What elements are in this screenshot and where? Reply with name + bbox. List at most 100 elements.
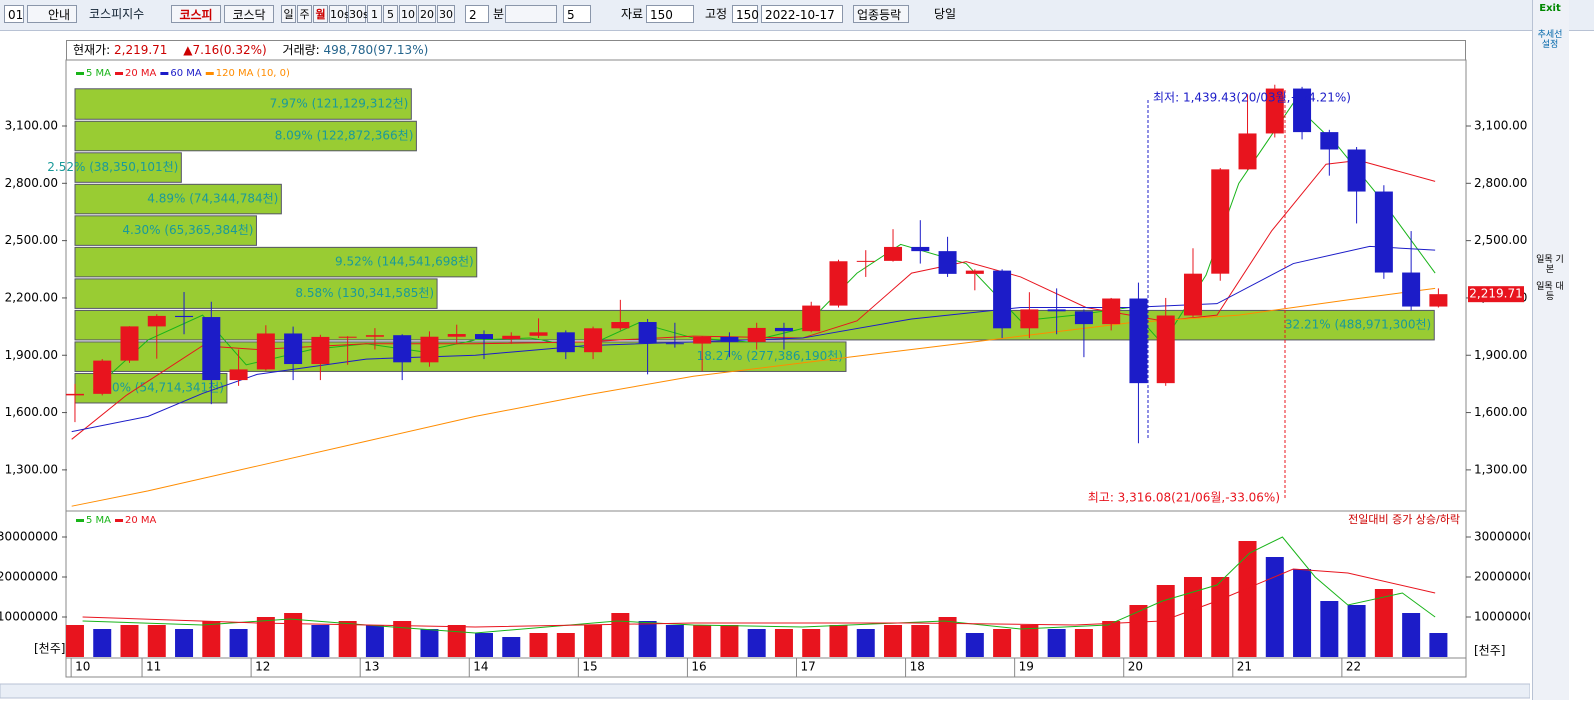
period-button[interactable]: 일	[281, 5, 296, 23]
period-button[interactable]: 5	[383, 5, 398, 23]
volume-bar	[856, 629, 875, 657]
volume-note: 전일대비 증가 상승/하락	[1348, 512, 1460, 526]
legend-swatch	[76, 519, 84, 522]
candle-body	[774, 327, 793, 332]
volume-bar	[1047, 629, 1066, 657]
candle-body	[1102, 298, 1121, 325]
y-tick-label: 30000000	[0, 530, 58, 544]
quote-header: 현재가: 2,219.71 ▲7.16(0.32%) 거래량: 498,780(…	[66, 40, 1466, 60]
market-tab[interactable]: 코스닥	[224, 5, 274, 23]
volume-profile-label: 8.58% (130,341,585천)	[295, 285, 434, 300]
x-tick-label: 11	[146, 660, 161, 674]
volume-profile-bar	[74, 88, 412, 120]
volume-bar	[884, 625, 903, 657]
volume-bar	[993, 629, 1012, 657]
x-tick-label: 16	[691, 660, 706, 674]
volume-bar	[393, 621, 412, 657]
volume-bar	[1238, 541, 1257, 657]
legend-label: 5 MA	[86, 515, 111, 526]
y-tick-label: 20000000	[0, 570, 58, 584]
fixed-label: 고정	[705, 7, 728, 21]
last-price-badge	[1468, 286, 1524, 303]
y-tick-label: 10000000	[0, 610, 58, 624]
volume-bar	[311, 625, 330, 657]
volume-bar	[1156, 585, 1175, 657]
volume-profile-label: 9.52% (144,541,698천)	[335, 254, 474, 269]
market-tab[interactable]: 코스피	[171, 5, 221, 23]
y-tick-label: 30000000	[1474, 530, 1530, 544]
period-button[interactable]: 주	[297, 5, 312, 23]
count-field[interactable]: 5	[563, 5, 591, 23]
x-tick-label: 19	[1019, 660, 1034, 674]
volume-bar	[420, 629, 439, 657]
y-tick-label: 10000000	[1474, 610, 1530, 624]
sector-button[interactable]: 업종등락	[853, 5, 909, 23]
unit-label: [천주]	[1474, 643, 1505, 658]
candle-body	[1074, 311, 1093, 325]
volume-bar	[229, 629, 248, 657]
toolbar: 01 안내 코스피지수 코스피 코스닥 일 주 월 10s 30s 1 5 10 20 30 2 …	[0, 0, 1594, 31]
period-button[interactable]: 10	[399, 5, 417, 23]
volume: 498,780(97.13%)	[323, 43, 429, 57]
candle-body	[884, 246, 903, 261]
volume-profile-label: 32.21% (488,971,300천)	[1285, 317, 1431, 332]
price-label: 현재가:	[73, 43, 111, 57]
ichimoku-basic[interactable]: 일목 기본	[1536, 255, 1564, 275]
candle-body	[1429, 294, 1448, 307]
volume-bar	[1402, 613, 1421, 657]
period-button[interactable]: 월	[313, 5, 328, 23]
exit-button[interactable]: Exit	[1539, 3, 1561, 14]
candle-body	[747, 327, 766, 342]
volume-bar	[474, 633, 493, 657]
fixed-count-field[interactable]: 150	[732, 5, 759, 23]
legend-label: 120 MA (10, 0)	[216, 68, 290, 79]
candle-body	[202, 317, 221, 381]
volume-bar	[93, 629, 112, 657]
volume-bar	[693, 625, 712, 657]
annotation: 최저: 1,439.43(20/03월,+54.21%)	[1153, 91, 1351, 105]
data-count-field[interactable]: 150	[646, 5, 694, 23]
legend-label: 20 MA	[125, 68, 157, 79]
candle-body	[938, 251, 957, 274]
volume-profile-bar	[74, 278, 438, 309]
candle-body	[93, 360, 112, 394]
date-field[interactable]: 2022-10-17	[761, 5, 843, 23]
period-button[interactable]: 30s	[348, 5, 369, 23]
change: ▲7.16(0.32%)	[183, 43, 267, 57]
period-button[interactable]: 10s	[329, 5, 350, 23]
volume-bar	[1429, 633, 1448, 657]
volume-bar	[202, 621, 221, 657]
trend-button[interactable]: 추세선 설정	[1537, 30, 1563, 50]
scrollbar[interactable]	[0, 683, 1530, 699]
y-tick-label: 3,100.00	[1474, 119, 1527, 133]
volume-bar	[256, 617, 275, 657]
candle-body	[1402, 272, 1421, 307]
ma-line	[71, 159, 1436, 440]
volume-bar	[665, 625, 684, 657]
today-checkbox[interactable]: 당일	[934, 7, 957, 21]
candle-body	[829, 261, 848, 306]
ichimoku-equal[interactable]: 일목 대등	[1536, 282, 1564, 302]
guide-button[interactable]: 안내	[27, 5, 77, 23]
period-button[interactable]: 1	[367, 5, 382, 23]
nav-buttons[interactable]	[505, 5, 557, 23]
candle-body	[147, 315, 166, 327]
candle-body	[284, 333, 303, 365]
candle-body	[1020, 309, 1039, 329]
y-tick-label: 2,200.00	[5, 290, 58, 304]
volume-bar	[1320, 601, 1339, 657]
candle-body	[502, 335, 521, 340]
index-name: 코스피지수	[89, 7, 145, 21]
y-tick-label: 1,900.00	[5, 348, 58, 362]
code-field[interactable]: 01	[4, 5, 24, 23]
period-button[interactable]: 20	[418, 5, 436, 23]
period-button[interactable]: 30	[437, 5, 455, 23]
candle-body	[474, 334, 493, 340]
volume-bar	[1129, 605, 1148, 657]
volume-label: 거래량:	[282, 43, 320, 57]
volume-profile-label: 3.60% (54,714,341천)	[93, 380, 224, 395]
volume-profile-label: 2.52% (38,350,101천)	[47, 159, 178, 174]
volume-profile-label: 4.30% (65,365,384천)	[122, 222, 253, 237]
minute-field[interactable]: 2	[465, 5, 489, 23]
y-tick-label: 1,900.00	[1474, 348, 1527, 362]
